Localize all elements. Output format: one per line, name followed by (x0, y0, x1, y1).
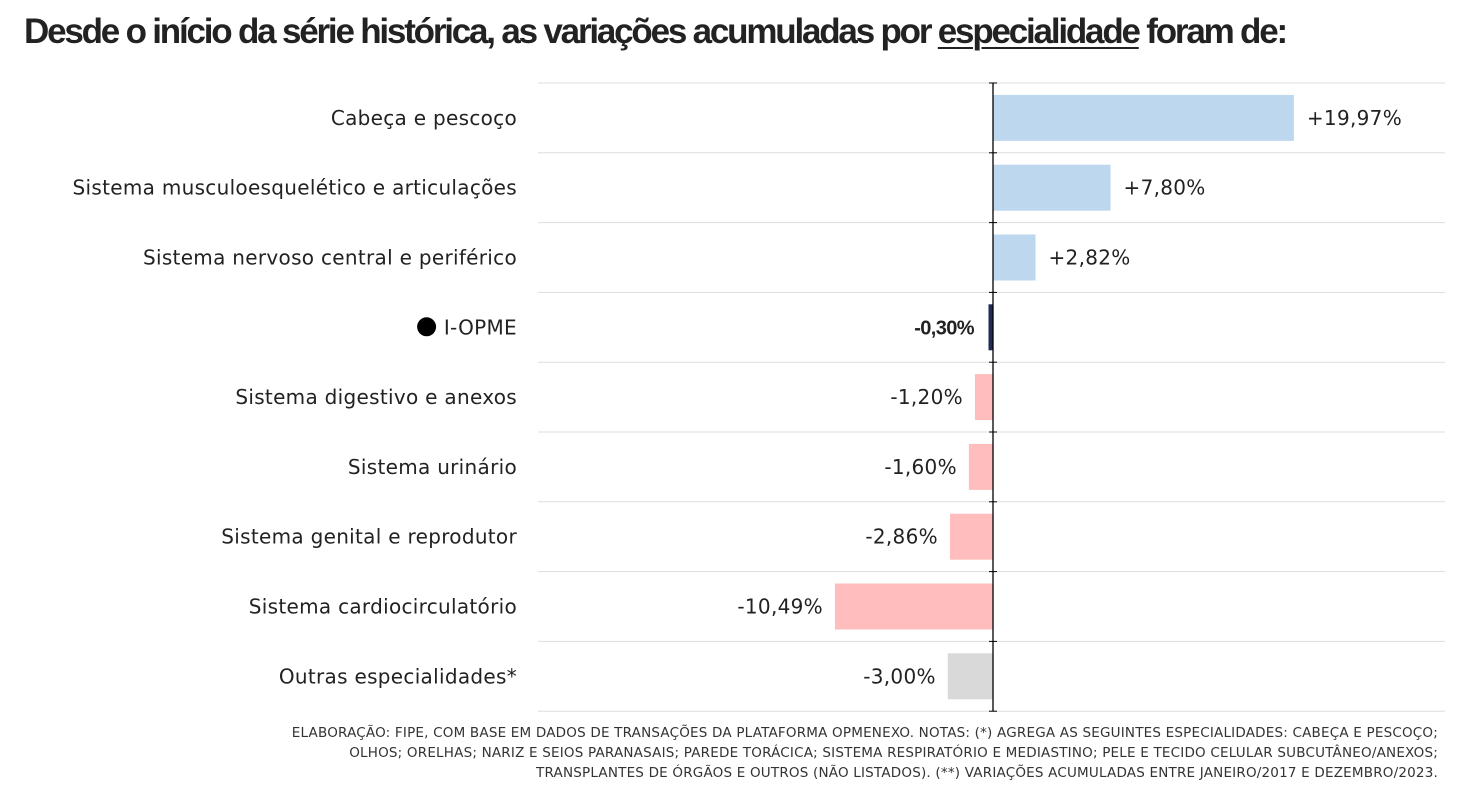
value-label: -1,20% (890, 385, 963, 409)
category-label: Sistema nervoso central e periférico (143, 246, 517, 270)
bar (968, 443, 994, 490)
category-label: Sistema cardiocirculatório (249, 595, 517, 619)
source-notes: ELABORAÇÃO: FIPE, COM BASE EM DADOS DE T… (38, 723, 1438, 783)
bar (993, 164, 1111, 211)
category-label: I-OPME (444, 315, 517, 339)
bar-chart: Cabeça e pescoço +19,97% Sistema musculoes… (73, 82, 1445, 712)
highlight-dot-icon (417, 317, 437, 337)
bar (988, 304, 994, 351)
category-label: Sistema digestivo e anexos (235, 385, 517, 409)
value-label: -2,86% (865, 525, 938, 549)
category-label: Sistema musculoesquelético e articulaçõe… (73, 176, 518, 200)
value-label: +7,80% (1124, 176, 1206, 200)
category-label: Outras especialidades* (279, 664, 517, 688)
bars (834, 94, 1294, 700)
value-label: -0,30% (914, 317, 975, 339)
note-line: ELABORAÇÃO: FIPE, COM BASE EM DADOS DE T… (291, 725, 1438, 741)
title-suffix: foram de: (1138, 12, 1288, 51)
value-label: -10,49% (737, 595, 823, 619)
value-label: +2,82% (1048, 246, 1130, 270)
category-label: Sistema urinário (348, 455, 517, 479)
bar (993, 234, 1036, 281)
note-line: OLHOS; ORELHAS; NARIZ E SEIOS PARANASAIS… (349, 745, 1438, 761)
title-prefix: Desde o início da série histórica, as va… (24, 12, 938, 51)
bar (993, 94, 1294, 141)
category-label: Cabeça e pescoço (331, 106, 517, 130)
bar (834, 583, 994, 630)
value-label: -1,60% (884, 455, 957, 479)
value-label: +19,97% (1307, 106, 1402, 130)
chart-title: Desde o início da série histórica, as va… (24, 12, 1464, 52)
value-label: -3,00% (863, 664, 936, 688)
bar (974, 374, 994, 421)
title-emphasis: especialidade (937, 12, 1141, 51)
bar (947, 653, 994, 700)
zero-axis (989, 82, 998, 712)
labels: Cabeça e pescoço +19,97% Sistema musculoes… (73, 106, 1402, 688)
note-line: TRANSPLANTES DE ÓRGÃOS E OUTROS (NÃO LIS… (536, 765, 1438, 781)
category-label: Sistema genital e reprodutor (221, 525, 517, 549)
bar (949, 513, 994, 560)
